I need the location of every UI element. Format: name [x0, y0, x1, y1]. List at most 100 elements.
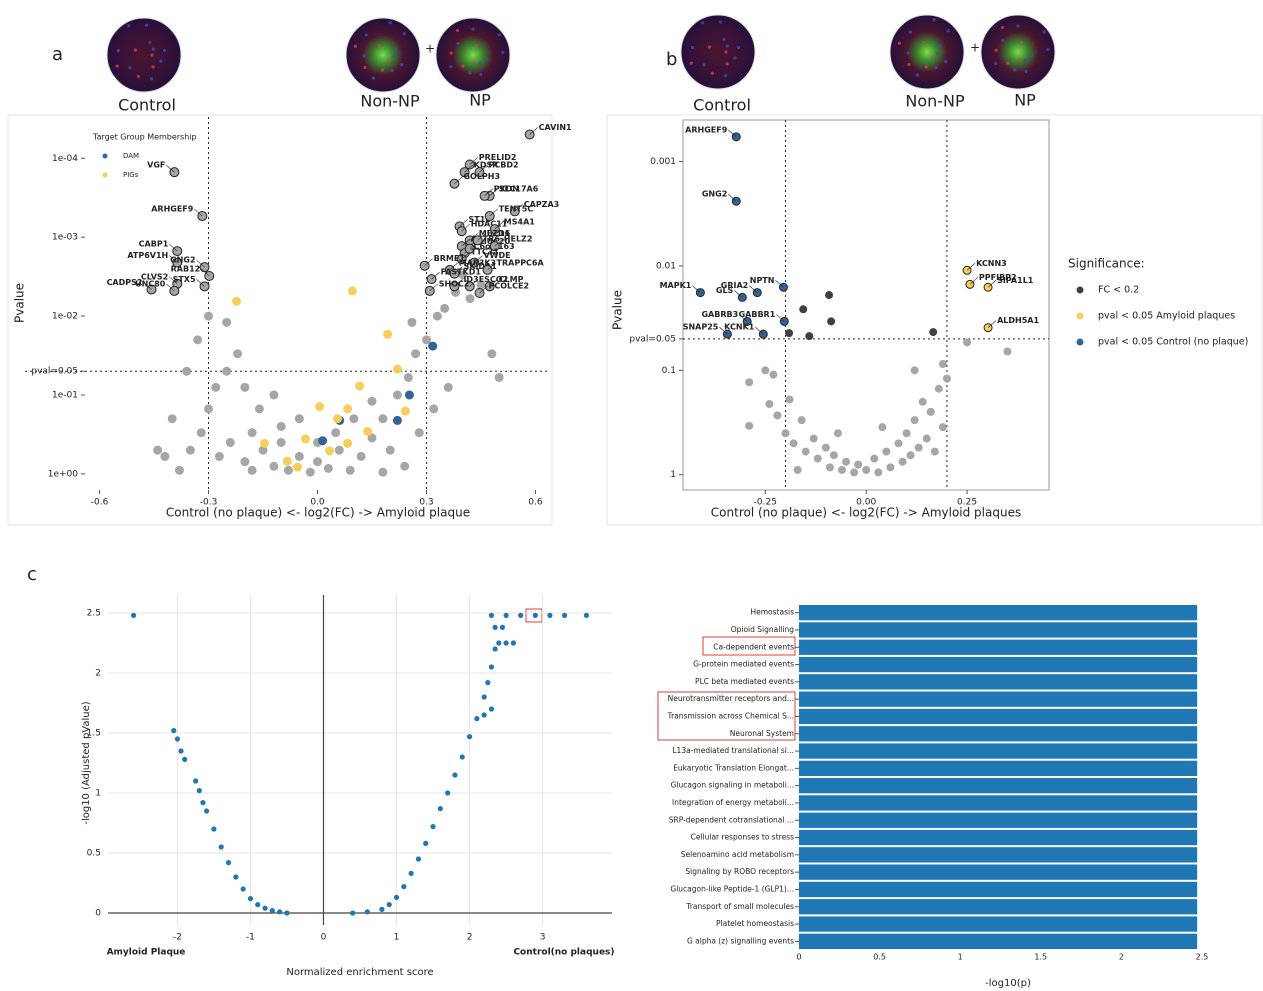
micrograph-speck [938, 44, 941, 47]
point [874, 468, 882, 476]
point [939, 423, 947, 431]
micrograph-speck [498, 33, 501, 36]
point-label: PXDN [494, 184, 519, 193]
point [825, 291, 833, 299]
x-axis-label: Control (no plaque) <- log2(FC) -> Amylo… [711, 506, 1021, 520]
micrograph [346, 18, 420, 92]
panel-label: b [666, 49, 677, 70]
point [401, 407, 410, 416]
point [830, 451, 838, 459]
point [233, 874, 238, 879]
point [211, 826, 216, 831]
point [255, 902, 260, 907]
point [171, 728, 176, 733]
point [260, 439, 269, 448]
bar [799, 778, 1197, 793]
y-tick-label: 0.1 [662, 366, 676, 376]
image-label: Control [118, 96, 176, 115]
y-tick-label: pval=0.05 [629, 334, 676, 344]
point [131, 613, 136, 618]
point [182, 757, 187, 762]
point [186, 446, 195, 455]
point [325, 446, 334, 455]
x-end-label: Control(no plaques) [513, 948, 614, 958]
x-tick-label: 1 [394, 933, 400, 943]
point [433, 312, 442, 321]
point-label: TRAPPC6A [497, 258, 545, 267]
point [343, 404, 352, 413]
micrograph-speck [898, 42, 901, 45]
point [240, 457, 249, 466]
point [378, 468, 387, 477]
micrograph-speck [475, 44, 478, 47]
micrograph-speck [150, 53, 153, 56]
point [562, 613, 567, 618]
y-tick-label: 0 [95, 909, 101, 919]
point [1003, 348, 1011, 356]
point [445, 790, 450, 795]
point [489, 706, 494, 711]
micrograph-speck [134, 48, 137, 51]
category-label: Neuronal System [730, 729, 794, 738]
point-label: CAVIN1 [539, 123, 572, 132]
micrograph-speck [726, 62, 729, 65]
panel-label: c [27, 564, 37, 585]
micrograph-speck [944, 60, 947, 63]
micrograph-speck [1001, 39, 1004, 42]
micrograph-speck [501, 51, 504, 54]
category-label: Transport of small molecules [685, 902, 794, 911]
micrograph-speck [400, 63, 403, 66]
point [827, 317, 835, 325]
legend-title: Significance: [1068, 257, 1145, 271]
point [814, 455, 822, 463]
point-label: UNC80 [135, 279, 166, 288]
point-label: MS4A1 [504, 218, 535, 227]
point [226, 438, 235, 447]
y-tick-label: 1e-03 [52, 233, 78, 243]
micrograph-speck [117, 49, 120, 52]
micrograph-speck [116, 64, 119, 67]
micrograph-speck [389, 21, 392, 24]
point [423, 841, 428, 846]
point [923, 435, 931, 443]
point-label: CABP1 [139, 240, 169, 249]
point [794, 466, 802, 474]
y-tick-label: 1e+00 [48, 469, 79, 479]
micrograph-speck [479, 62, 482, 65]
x-tick-label: 2.5 [1196, 953, 1209, 962]
point [409, 871, 414, 876]
point-label: HDAC11 [471, 220, 508, 229]
micrograph-speck [702, 63, 705, 66]
bar [799, 674, 1197, 689]
point [241, 886, 246, 891]
point [429, 404, 438, 413]
point [357, 452, 366, 461]
point [452, 772, 457, 777]
point [262, 906, 267, 911]
micrograph-speck [363, 66, 366, 69]
point-label: TENT5C [499, 205, 534, 214]
category-label: G-protein mediated events [693, 660, 794, 669]
micrograph [890, 15, 964, 89]
point [363, 427, 372, 436]
category-label: L13a-mediated translational si... [672, 746, 794, 755]
point-label: NPTN [750, 276, 775, 285]
micrograph-speck [468, 71, 471, 74]
point [467, 734, 472, 739]
bar [799, 761, 1197, 776]
point-label: SIPA1L1 [997, 276, 1034, 285]
point-label: RAB12 [171, 264, 201, 273]
point [386, 446, 395, 455]
micrograph-speck [947, 29, 950, 32]
point [204, 808, 209, 813]
micrograph-speck [152, 47, 155, 50]
micrograph [107, 18, 181, 92]
point [802, 448, 810, 456]
point [301, 434, 310, 443]
point [379, 907, 384, 912]
point [899, 458, 907, 466]
point-label: VGF [147, 161, 165, 170]
point [383, 330, 392, 339]
micrograph-speck [737, 46, 740, 49]
point [160, 452, 169, 461]
